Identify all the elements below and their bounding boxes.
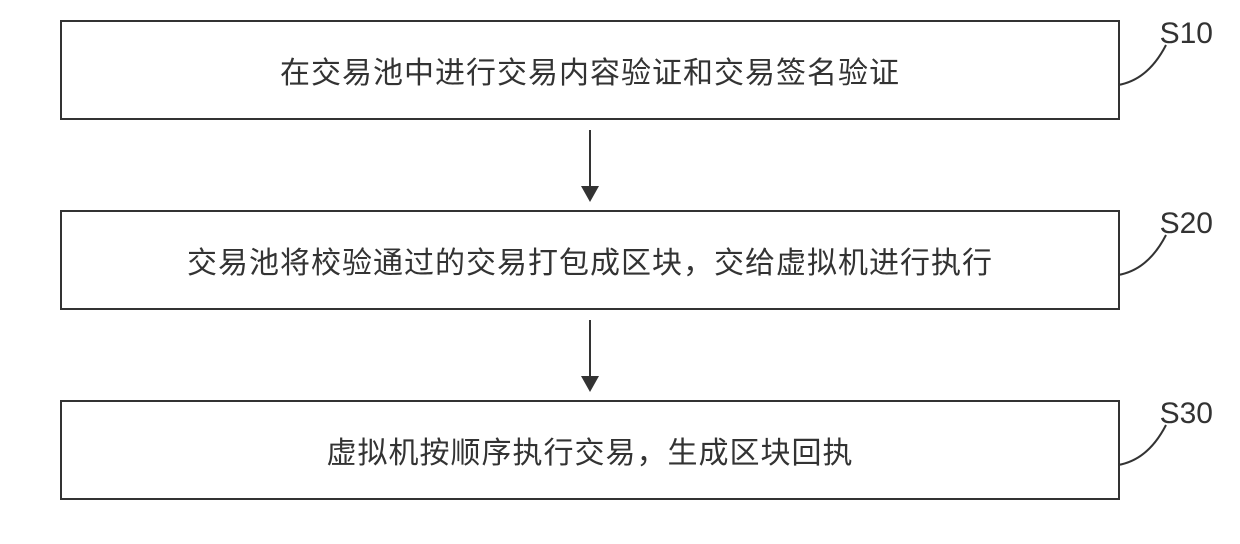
flow-arrow [589,130,591,200]
step-text: 虚拟机按顺序执行交易，生成区块回执 [327,428,854,472]
flow-arrow [589,320,591,390]
step-text: 交易池将校验通过的交易打包成区块，交给虚拟机进行执行 [187,238,993,282]
step-label: S30 [1160,397,1213,431]
step-label: S10 [1160,17,1213,51]
step-text: 在交易池中进行交易内容验证和交易签名验证 [280,48,900,92]
flowchart-container: 在交易池中进行交易内容验证和交易签名验证 S10 交易池将校验通过的交易打包成区… [60,20,1120,500]
flowchart-step: 交易池将校验通过的交易打包成区块，交给虚拟机进行执行 S20 [60,210,1120,310]
flowchart-step: 虚拟机按顺序执行交易，生成区块回执 S30 [60,400,1120,500]
flowchart-step: 在交易池中进行交易内容验证和交易签名验证 S10 [60,20,1120,120]
step-label: S20 [1160,207,1213,241]
